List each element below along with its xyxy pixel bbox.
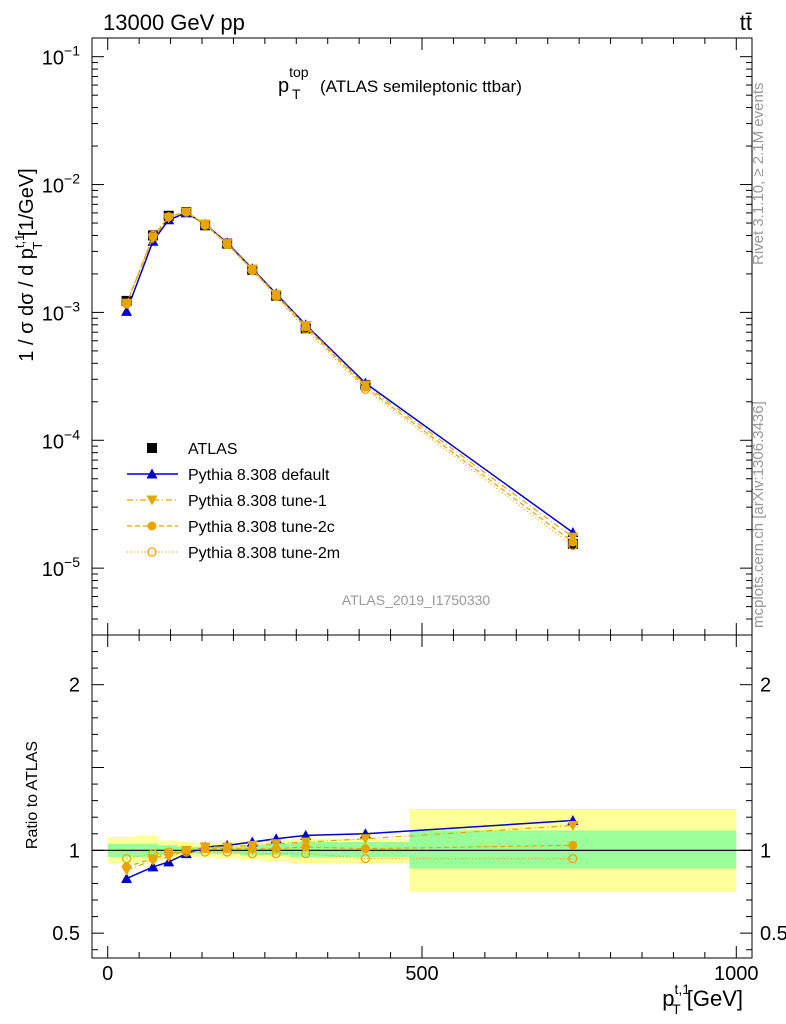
series-line xyxy=(126,211,574,543)
uncertainty-band-green xyxy=(290,842,410,857)
y-tick-label: 10−4 xyxy=(42,426,80,453)
ratio-y-axis-label: Ratio to ATLAS xyxy=(24,741,41,849)
legend-entry: Pythia 8.308 tune-2m xyxy=(127,545,340,562)
data-point xyxy=(164,212,174,222)
data-point xyxy=(181,207,191,217)
ratio-y-tick-label-right: 2 xyxy=(760,675,771,697)
data-point xyxy=(301,324,311,334)
y-tick-label: 10−1 xyxy=(42,43,80,70)
legend-marker xyxy=(147,443,157,453)
x-tick-label: 500 xyxy=(405,963,438,985)
legend-marker xyxy=(147,547,157,557)
ratio-series-circle xyxy=(122,840,578,872)
header-process-label: tt̄ xyxy=(740,10,752,35)
legend-entry: Pythia 8.308 tune-2c xyxy=(127,519,335,536)
main-y-axis-label: 1 / σ dσ / d pt,1 T [1/GeV] xyxy=(12,168,45,361)
ratio-data-point xyxy=(301,842,311,852)
ratio-data-point xyxy=(360,844,370,854)
ratio-data-point xyxy=(222,847,232,857)
rivet-version-label: Rivet 3.1.10, ≥ 2.1M events xyxy=(750,83,767,266)
data-point xyxy=(222,239,232,250)
ratio-data-point xyxy=(567,820,579,831)
ratio-y-tick-label-right: 1 xyxy=(760,840,771,862)
ratio-data-point xyxy=(568,853,578,864)
data-point xyxy=(271,291,281,302)
data-point xyxy=(200,220,210,230)
legend-entry: Pythia 8.308 tune-1 xyxy=(127,493,327,510)
ratio-data-point xyxy=(164,847,174,857)
data-point xyxy=(360,382,370,392)
legend-entry: ATLAS xyxy=(147,441,238,458)
ratio-data-point xyxy=(568,840,578,850)
ratio-y-tick-label: 0.5 xyxy=(52,923,80,945)
ratio-data-point xyxy=(148,848,158,859)
main-panel: 10−5 10−4 10−3 10−2 10−1 ptop T (ATLAS semilept… xyxy=(12,37,753,636)
x-tick-label: 0 xyxy=(102,963,113,985)
x-tick-label: 1000 xyxy=(714,963,759,985)
analysis-id-label: ATLAS_2019_I1750330 xyxy=(342,592,491,608)
ratio-data-point xyxy=(271,848,281,859)
x-axis-label: pt,1 T [GeV] xyxy=(662,981,743,1017)
ratio-data-point xyxy=(359,834,371,845)
ratio-data-point xyxy=(181,847,191,857)
ratio-data-point xyxy=(247,848,257,859)
series-triangle-up xyxy=(121,207,579,537)
legend-entry: Pythia 8.308 default xyxy=(127,467,330,484)
ratio-frame xyxy=(91,634,753,959)
data-point xyxy=(181,207,191,217)
series-circle-open xyxy=(121,207,578,551)
ratio-y-tick-label: 2 xyxy=(69,675,80,697)
data-point xyxy=(360,384,371,395)
legend: ATLAS Pythia 8.308 default Pythia 8.308 tu… xyxy=(127,441,340,562)
ratio-y-tick-label: 1 xyxy=(69,840,80,862)
ratio-data-point xyxy=(148,854,158,864)
series-line xyxy=(126,211,574,538)
y-tick-label: 10−2 xyxy=(42,171,80,198)
legend-label: ATLAS xyxy=(188,441,238,458)
ratio-series-circle-open xyxy=(121,847,578,864)
legend-label: Pythia 8.308 tune-2m xyxy=(188,545,340,562)
ratio-data-point xyxy=(301,848,311,859)
data-point xyxy=(247,266,257,276)
legend-label: Pythia 8.308 tune-2c xyxy=(188,519,335,536)
chart-title-description: (ATLAS semileptonic ttbar) xyxy=(320,77,522,96)
chart-title: ptop T xyxy=(278,64,309,102)
data-point xyxy=(301,322,311,332)
ratio-data-point xyxy=(222,844,232,854)
legend-marker xyxy=(146,495,158,506)
ratio-data-point xyxy=(122,862,132,872)
y-tick-label: 10−5 xyxy=(42,554,80,581)
data-point xyxy=(121,305,133,316)
ratio-data-point xyxy=(300,829,312,840)
ratio-data-point xyxy=(200,847,210,857)
ratio-panel: 0.5 0.5 1 1 2 2 0 500 1000 Ratio to ATLAS pt,1 T [G… xyxy=(24,634,786,1017)
ratio-y-tick-label-right: 0.5 xyxy=(760,923,786,945)
ratio-series-line xyxy=(126,844,573,868)
header-collision-label: 13000 GeV pp xyxy=(103,10,245,35)
data-point xyxy=(148,230,158,241)
ratio-data-point xyxy=(360,853,371,864)
data-point xyxy=(568,540,578,551)
y-tick-label: 10−3 xyxy=(42,298,80,325)
data-point xyxy=(121,298,132,308)
ratio-data-point xyxy=(200,844,210,854)
legend-label: Pythia 8.308 default xyxy=(188,467,330,484)
mcplots-credit-label: mcplots.cern.ch [arXiv:1306.3436] xyxy=(750,401,767,628)
ratio-data-point xyxy=(121,872,133,883)
legend-marker xyxy=(147,521,157,531)
ratio-data-point xyxy=(247,844,257,854)
ratio-series-line xyxy=(126,851,573,860)
data-point xyxy=(164,212,174,222)
ratio-data-point xyxy=(121,853,132,864)
legend-label: Pythia 8.308 tune-1 xyxy=(188,493,327,510)
ratio-data-point xyxy=(147,861,159,872)
legend-marker xyxy=(146,468,158,479)
ratio-data-point xyxy=(271,844,281,854)
series-line xyxy=(125,212,574,534)
